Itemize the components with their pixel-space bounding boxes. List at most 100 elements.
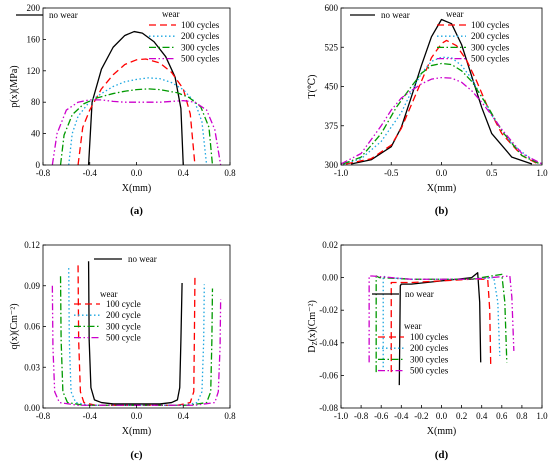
y-axis-label: p(x)(MPa) [9,65,20,107]
y-tick-label: 300 [325,160,339,170]
legend-label: 100 cycles [181,20,220,30]
x-tick-label: 0.5 [486,168,498,178]
legend-label: 500 cycles [181,54,220,64]
y-tick-label: 0.12 [24,240,40,250]
y-tick-label: 40 [31,129,41,139]
chart-panel-3: -0.8 -0.4 0.0 0.4 0.8 0.00 0.03 0.06 0.09 0.12 X(m… [9,240,236,461]
series-line-no-wear [398,272,482,386]
x-tick-label: -0.8 [36,411,51,421]
y-tick-label: -0.02 [319,305,338,315]
series-line-500-cycles [341,76,542,165]
series-line-200-cycles [343,56,540,165]
x-tick-label: 0.6 [496,411,508,421]
legend-label: 300 cycle [106,321,141,331]
y-tick-label: 0.03 [24,362,40,372]
y-tick-label: 525 [325,42,339,52]
y-tick-label: 160 [27,34,41,44]
legend-label-no-wear: no wear [49,10,78,20]
x-tick-label: 0.0 [131,411,143,421]
x-tick-label: 0.8 [224,168,236,178]
x-tick-label: 0.0 [436,168,448,178]
series-group [51,30,222,165]
chart-panel-2: -1.0 -0.5 0.0 0.5 1.0 300 375 450 525 600 X(mm) T(℃… [307,3,548,217]
x-tick-label: -0.8 [36,168,51,178]
y-axis-label: DZ(x)(Cm⁻²) [307,300,319,353]
x-tick-label: 0.8 [224,411,236,421]
y-tick-label: 0 [36,160,41,170]
x-tick-label: 1.0 [536,168,548,178]
legend-title: wear [446,9,464,19]
y-tick-label: 0.09 [24,281,40,291]
legend-label: 100 cycles [410,332,449,342]
panel-caption: (a) [130,205,143,217]
y-tick-label: -0.06 [319,370,338,380]
series-line-300-cycles [59,88,214,165]
legend-label-no-wear: no wear [381,10,410,20]
legend-label-no-wear: no wear [405,289,434,299]
legend-label: 500 cycles [410,366,449,376]
series-group [341,18,542,165]
series-line-500-cycles [368,275,515,363]
legend-label: 500 cycles [471,54,510,64]
legend-label: 100 cycles [471,20,510,30]
plot-frame [340,7,543,166]
x-tick-label: 1.0 [536,411,548,421]
y-axis-label: T(℃) [307,75,318,99]
series-line-no-wear [87,30,184,165]
legend-label: 100 cycle [106,299,141,309]
x-tick-label: -0.2 [414,411,428,421]
legend-label: 200 cycles [181,31,220,41]
x-tick-label: 0.4 [178,168,190,178]
panel-caption: (d) [435,449,449,461]
legend-label: 200 cycles [410,343,449,353]
series-line-100-cycles [390,278,492,373]
x-tick-label: 0.2 [456,411,467,421]
x-tick-label: -0.6 [374,411,389,421]
x-axis-label: X(mm) [427,426,456,437]
y-tick-label: 80 [31,97,41,107]
y-axis-label: q(x)(Cm⁻²) [9,303,20,349]
x-tick-label: -0.5 [384,168,399,178]
series-line-300-cycles [59,276,214,406]
legend-label: 200 cycle [106,310,141,320]
y-tick-label: 375 [325,121,339,131]
legend-title: wear [162,9,180,19]
legend-label: 300 cycles [410,354,449,364]
x-tick-label: 0.0 [436,411,448,421]
series-group [368,272,515,386]
x-axis-label: X(mm) [122,426,151,437]
legend-label: 300 cycles [181,42,220,52]
legend-label: 300 cycles [471,42,510,52]
x-tick-label: 0.4 [178,411,190,421]
y-tick-label: 0.00 [322,273,338,283]
series-line-200-cycles [68,77,208,165]
x-axis-label: X(mm) [427,183,456,194]
x-tick-label: -0.4 [394,411,409,421]
plot-frame [340,244,543,409]
x-tick-label: -0.4 [83,411,98,421]
x-tick-label: 0.8 [516,411,528,421]
legend-title: wear [100,289,118,299]
legend-label: 200 cycles [471,31,510,41]
y-tick-label: 120 [27,66,41,76]
y-tick-label: 0.06 [24,322,40,332]
legend-label: 500 cycle [106,333,141,343]
y-tick-label: 0.02 [322,240,338,250]
legend-label-no-wear: no wear [128,254,157,264]
series-line-100-cycles [77,58,196,165]
y-tick-label: 0.00 [24,403,40,413]
chart-panel-1: -0.8 -0.4 0.0 0.4 0.8 0 40 80 120 160 200 X(mm) p(x)… [9,3,236,217]
legend-title: wear [404,321,422,331]
y-tick-label: -0.04 [319,338,338,348]
panel-caption: (c) [130,449,143,461]
x-tick-label: -0.8 [354,411,369,421]
series-line-no-wear [87,261,183,405]
series-line-100-cycles [345,39,538,165]
y-tick-label: 600 [325,3,339,13]
chart-panel-4: -1.0 -0.8 -0.6 -0.4 -0.2 0.0 0.2 0.4 0.6 0.8 1.0 -0… [307,240,548,461]
x-tick-label: 0.4 [476,411,488,421]
